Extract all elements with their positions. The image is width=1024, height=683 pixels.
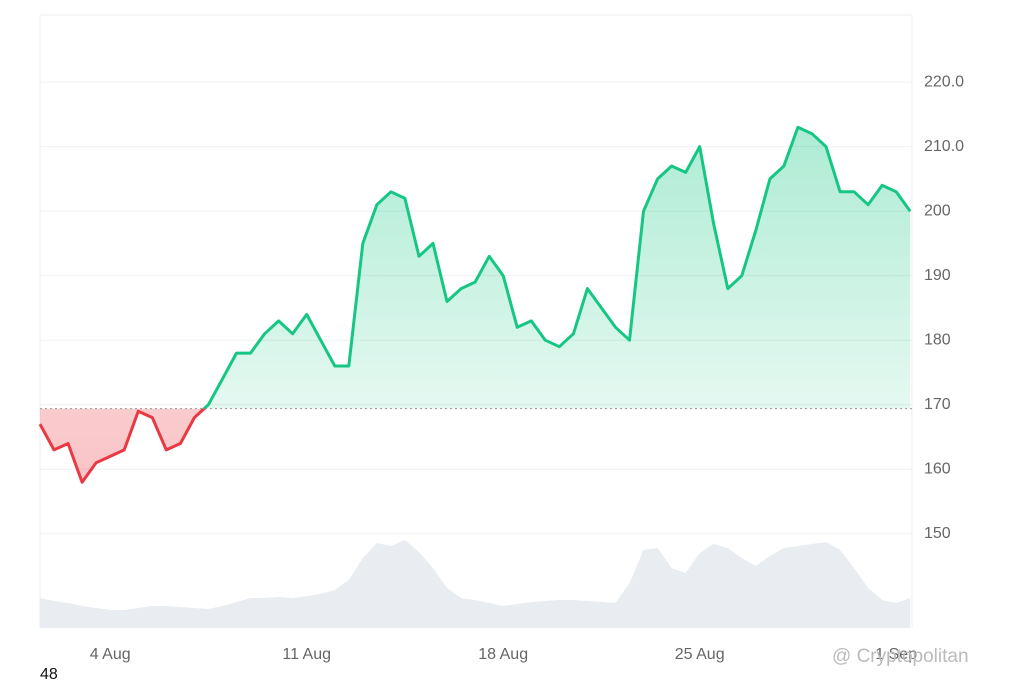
y-tick-label: 210.0 [924, 138, 964, 155]
x-tick-label: 4 Aug [90, 646, 131, 663]
y-tick-label: 160 [924, 460, 951, 477]
price-line-up [201, 125, 912, 409]
x-tick-label: 25 Aug [675, 646, 725, 663]
area-down [40, 408, 911, 483]
y-tick-label: 190 [924, 267, 951, 284]
price-line-down [38, 408, 207, 484]
x-tick-label: 1 Sep [875, 646, 917, 663]
watermark: @ Cryptopolitan [832, 646, 969, 667]
y-tick-label: 200 [924, 202, 951, 219]
y-tick-label: 170 [924, 396, 951, 413]
volume-area [40, 540, 911, 628]
y-tick-label: 180 [924, 331, 951, 348]
footer-count: 48 [40, 666, 58, 683]
area-up [204, 127, 911, 409]
y-tick-label: 220.0 [924, 73, 964, 90]
x-tick-label: 11 Aug [282, 646, 331, 663]
x-tick-label: 18 Aug [478, 646, 528, 663]
y-tick-label: 150 [924, 525, 951, 542]
